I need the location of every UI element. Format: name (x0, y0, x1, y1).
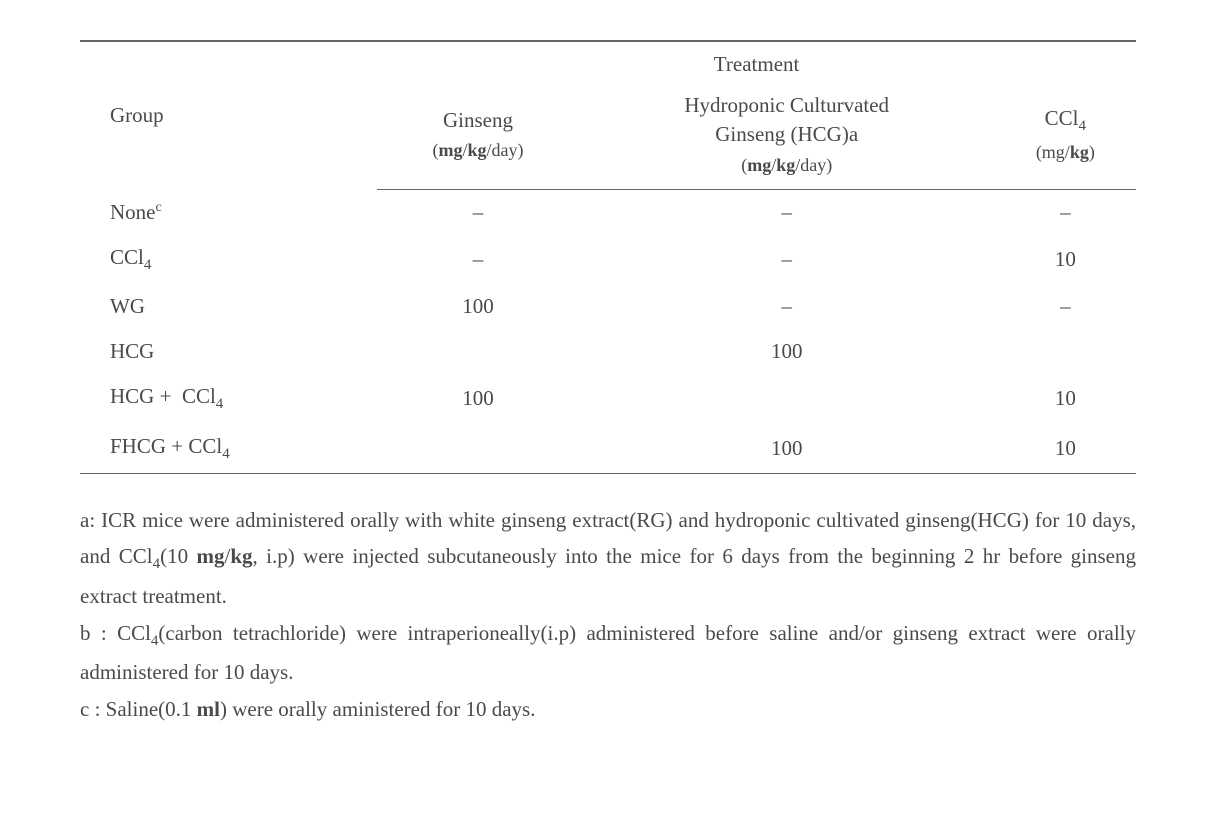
header-ginseng: Ginseng (mg/kg/day) (377, 81, 579, 190)
cell-group: HCG + CCl4 (80, 374, 377, 423)
cell-group: WG (80, 284, 377, 329)
cell-ginseng: – (377, 235, 579, 284)
footnote-a: a: ICR mice were administered orally wit… (80, 502, 1136, 615)
cell-hcg: 100 (579, 329, 995, 374)
cell-ccl4: 10 (995, 235, 1136, 284)
cell-ginseng (377, 424, 579, 474)
table-row: HCG 100 (80, 329, 1136, 374)
cell-hcg (579, 374, 995, 423)
header-treatment: Treatment (377, 41, 1136, 81)
ginseng-unit: (mg/kg/day) (432, 140, 523, 160)
table-row: FHCG + CCl4 100 10 (80, 424, 1136, 474)
header-hcg: Hydroponic Culturvated Ginseng (HCG)a (m… (579, 81, 995, 190)
cell-ccl4: 10 (995, 374, 1136, 423)
cell-group: FHCG + CCl4 (80, 424, 377, 474)
cell-group: Nonec (80, 190, 377, 236)
header-group: Group (80, 41, 377, 190)
cell-ginseng: 100 (377, 374, 579, 423)
footnote-c: c : Saline(0.1 ml) were orally aminister… (80, 691, 1136, 728)
footnote-b: b : CCl4(carbon tetrachloride) were intr… (80, 615, 1136, 691)
cell-ccl4: – (995, 190, 1136, 236)
group-label: Group (110, 103, 164, 127)
cell-hcg: – (579, 190, 995, 236)
cell-ccl4 (995, 329, 1136, 374)
table-row: HCG + CCl4 100 10 (80, 374, 1136, 423)
cell-ginseng: – (377, 190, 579, 236)
cell-hcg: – (579, 284, 995, 329)
header-ccl4: CCl4 (mg/kg) (995, 81, 1136, 190)
hcg-line1: Hydroponic Culturvated (684, 93, 889, 117)
treatment-table: Group Treatment Ginseng (mg/kg/day) Hydr… (80, 40, 1136, 474)
ccl4-unit: (mg/kg) (1036, 142, 1095, 162)
ginseng-name: Ginseng (443, 108, 513, 132)
cell-ccl4: – (995, 284, 1136, 329)
footnotes: a: ICR mice were administered orally wit… (80, 502, 1136, 728)
cell-ccl4: 10 (995, 424, 1136, 474)
ccl4-name: CCl4 (1045, 106, 1086, 130)
cell-group: CCl4 (80, 235, 377, 284)
hcg-line2: Ginseng (HCG)a (715, 122, 858, 146)
hcg-unit: (mg/kg/day) (741, 155, 832, 175)
treatment-label: Treatment (714, 52, 800, 76)
cell-ginseng (377, 329, 579, 374)
cell-hcg: 100 (579, 424, 995, 474)
table-row: WG 100 – – (80, 284, 1136, 329)
cell-group: HCG (80, 329, 377, 374)
table-row: Nonec – – – (80, 190, 1136, 236)
cell-ginseng: 100 (377, 284, 579, 329)
cell-hcg: – (579, 235, 995, 284)
table-row: CCl4 – – 10 (80, 235, 1136, 284)
